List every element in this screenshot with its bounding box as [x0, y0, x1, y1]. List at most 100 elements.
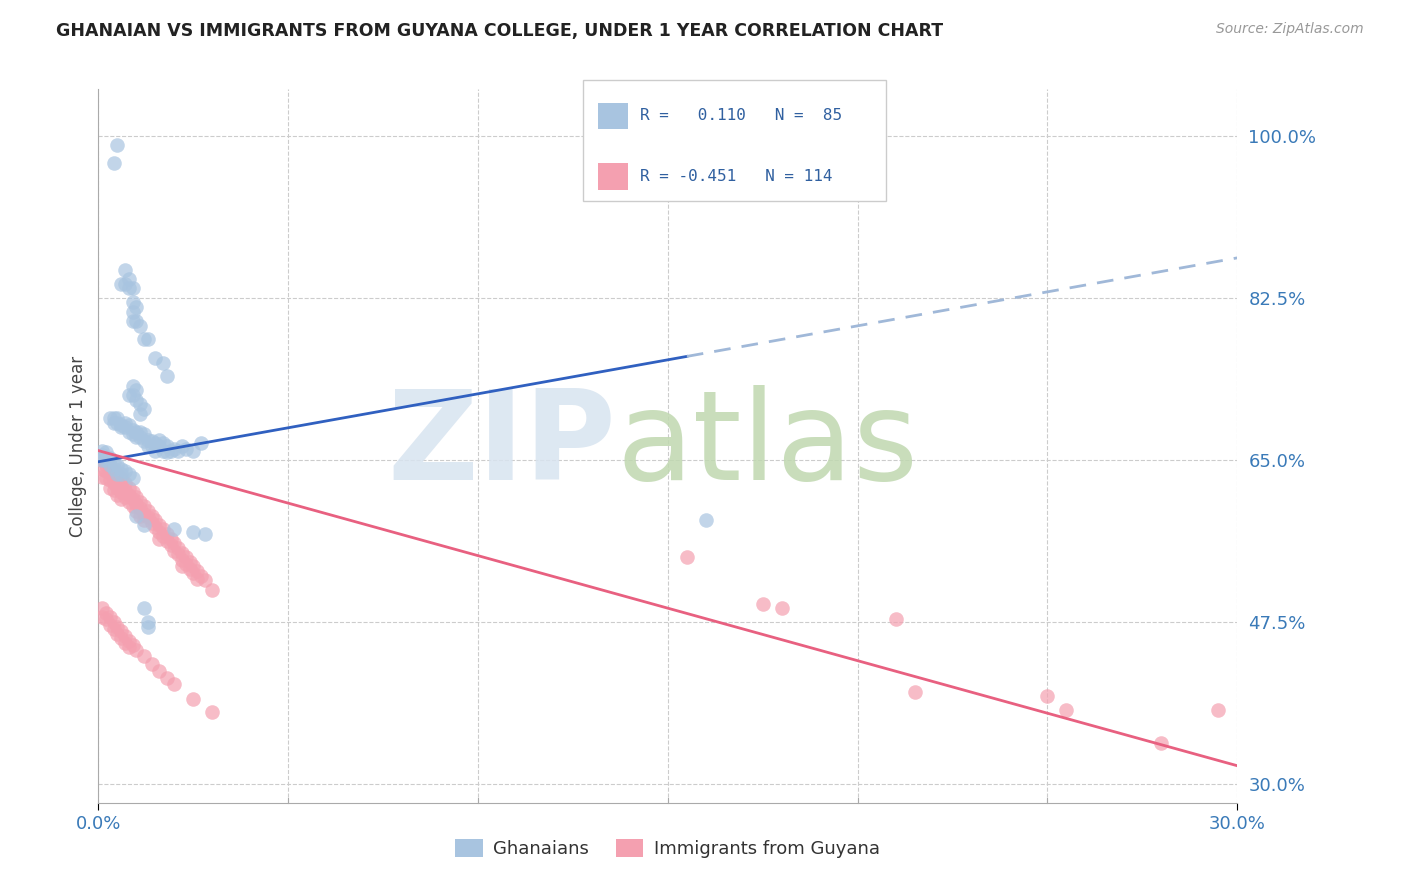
Point — [152, 443, 174, 458]
Point — [132, 434, 155, 449]
Point — [136, 510, 159, 524]
Point — [145, 513, 167, 527]
Point — [141, 657, 163, 671]
Point — [94, 471, 117, 485]
Point — [125, 643, 148, 657]
Point — [107, 467, 129, 481]
Point — [114, 416, 136, 430]
Point — [114, 420, 136, 434]
Point — [129, 425, 152, 439]
Point — [129, 508, 152, 523]
Point — [98, 610, 121, 624]
Point — [145, 443, 167, 458]
Point — [110, 417, 132, 432]
Point — [91, 601, 114, 615]
Point — [118, 488, 141, 502]
Point — [110, 624, 132, 639]
Point — [136, 615, 159, 629]
Point — [114, 490, 136, 504]
Point — [129, 430, 152, 444]
Point — [118, 425, 141, 439]
Point — [98, 451, 121, 466]
Point — [107, 627, 129, 641]
Point — [194, 527, 217, 541]
Point — [163, 536, 186, 550]
Point — [103, 623, 125, 637]
Point — [107, 473, 129, 487]
Point — [1056, 703, 1078, 717]
Point — [114, 277, 136, 291]
Point — [114, 263, 136, 277]
Point — [148, 517, 170, 532]
Point — [121, 314, 143, 328]
Point — [103, 411, 125, 425]
Point — [141, 439, 163, 453]
Point — [163, 543, 186, 558]
Point — [118, 494, 141, 508]
Point — [110, 491, 132, 506]
Point — [121, 491, 143, 506]
Point — [125, 384, 148, 398]
Point — [156, 527, 179, 541]
Point — [103, 462, 125, 476]
Point — [129, 407, 152, 421]
Point — [125, 508, 148, 523]
Point — [118, 281, 141, 295]
Point — [156, 439, 179, 453]
Point — [904, 684, 927, 698]
Point — [136, 433, 159, 447]
Point — [132, 507, 155, 521]
Point — [118, 388, 141, 402]
Point — [136, 504, 159, 518]
Point — [156, 445, 179, 459]
Point — [125, 392, 148, 407]
Point — [103, 464, 125, 478]
Point — [121, 388, 143, 402]
Point — [98, 618, 121, 632]
Point — [132, 426, 155, 441]
Point — [110, 462, 132, 476]
Point — [110, 471, 132, 485]
Point — [125, 490, 148, 504]
Point — [159, 532, 181, 546]
Point — [167, 541, 190, 555]
Point — [98, 481, 121, 495]
Point — [148, 532, 170, 546]
Point — [1036, 690, 1059, 704]
Text: Source: ZipAtlas.com: Source: ZipAtlas.com — [1216, 22, 1364, 37]
Point — [121, 638, 143, 652]
Point — [170, 545, 193, 559]
Point — [107, 411, 129, 425]
Point — [141, 508, 163, 523]
Point — [174, 550, 197, 565]
Legend: Ghanaians, Immigrants from Guyana: Ghanaians, Immigrants from Guyana — [449, 831, 887, 865]
Point — [186, 564, 208, 578]
Point — [118, 481, 141, 495]
Point — [159, 538, 181, 552]
Point — [141, 434, 163, 449]
Point — [152, 436, 174, 450]
Text: R = -0.451   N = 114: R = -0.451 N = 114 — [640, 169, 832, 184]
Point — [183, 566, 205, 580]
Point — [129, 501, 152, 516]
Point — [152, 355, 174, 369]
Point — [125, 314, 148, 328]
Point — [103, 156, 125, 170]
Point — [145, 436, 167, 450]
Point — [125, 300, 148, 314]
Point — [91, 462, 114, 476]
Point — [156, 534, 179, 549]
Point — [121, 423, 143, 437]
Point — [125, 430, 148, 444]
Point — [125, 504, 148, 518]
Point — [114, 636, 136, 650]
Point — [152, 529, 174, 543]
Point — [103, 483, 125, 497]
Point — [179, 555, 201, 569]
Point — [125, 425, 148, 439]
Point — [167, 548, 190, 562]
Point — [118, 272, 141, 286]
Point — [132, 517, 155, 532]
Point — [136, 620, 159, 634]
Point — [110, 631, 132, 645]
